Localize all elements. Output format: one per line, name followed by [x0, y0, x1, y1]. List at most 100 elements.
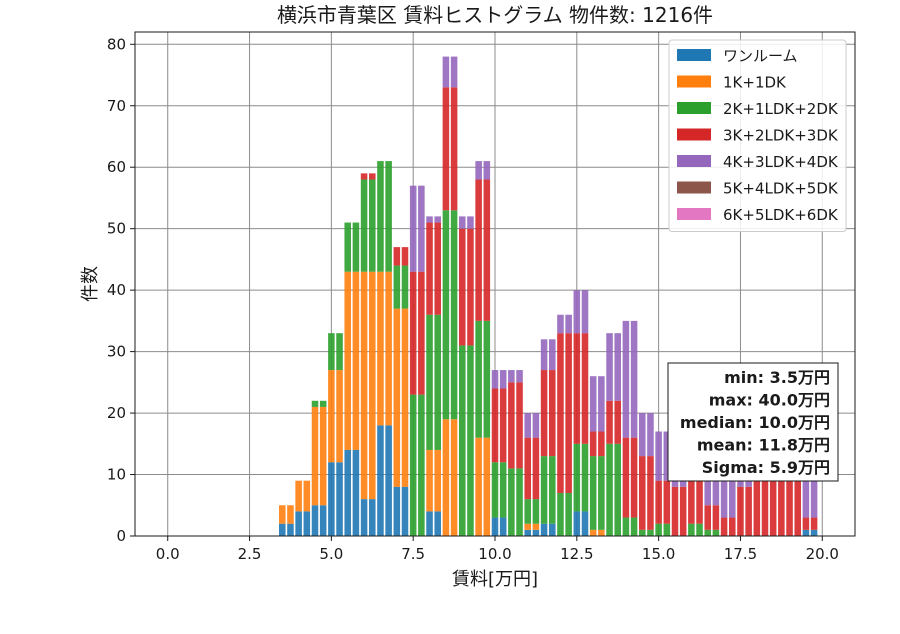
bar-segment [377, 161, 384, 272]
bar-segment [418, 185, 425, 272]
y-tick-label: 50 [107, 220, 126, 238]
bar-segment [540, 523, 548, 536]
bar-segment [712, 505, 720, 530]
bar-segment [508, 382, 515, 469]
bar-segment [360, 179, 368, 272]
bars [279, 56, 818, 536]
bar-segment [524, 523, 531, 530]
bar-segment [745, 486, 752, 536]
bar-segment [434, 222, 441, 315]
legend-label: ワンルーム [723, 47, 798, 65]
bar-segment [409, 271, 417, 395]
bar-segment [409, 394, 417, 536]
bar-segment [369, 179, 376, 272]
bar-segment [483, 161, 491, 180]
bar-segment [753, 468, 761, 536]
bar-segment [328, 462, 335, 536]
bar-segment [401, 265, 409, 309]
bar-segment [499, 370, 507, 389]
legend-swatch [677, 208, 711, 220]
bar-segment [369, 271, 376, 500]
bar-segment [589, 376, 597, 432]
bar-segment [319, 505, 327, 536]
bar-segment [475, 437, 482, 536]
bar-segment [516, 370, 523, 383]
bar-segment [344, 449, 351, 536]
bar-segment [434, 216, 441, 223]
bar-segment [344, 222, 351, 272]
x-axis-title: 賃料[万円] [452, 569, 538, 590]
bar-segment [696, 523, 703, 536]
bar-segment [524, 413, 531, 438]
bar-segment [393, 247, 401, 266]
bar-segment [557, 333, 564, 493]
bar-segment [737, 486, 744, 536]
bar-segment [303, 480, 311, 512]
bar-segment [426, 314, 433, 450]
bar-segment [401, 486, 409, 536]
bar-segment [729, 517, 736, 536]
bar-segment [319, 406, 327, 506]
bar-segment [810, 480, 818, 518]
bar-segment [483, 179, 491, 321]
bar-segment [778, 449, 785, 536]
x-tick-label: 10.0 [478, 545, 511, 563]
bar-segment [352, 449, 360, 536]
bar-segment [573, 290, 581, 334]
bar-segment [295, 480, 302, 512]
bar-segment [491, 370, 499, 389]
bar-segment [655, 523, 662, 536]
bar-segment [499, 462, 507, 518]
bar-segment [802, 517, 810, 530]
y-tick-label: 0 [116, 527, 126, 545]
bar-segment [614, 443, 621, 536]
bar-segment [581, 511, 589, 536]
bar-segment [508, 468, 515, 536]
bar-segment [549, 370, 556, 457]
bar-segment [688, 462, 695, 524]
bar-segment [369, 499, 376, 536]
legend-swatch [677, 49, 711, 61]
y-tick-label: 60 [107, 158, 126, 176]
bar-segment [606, 443, 613, 536]
x-tick-label: 0.0 [156, 545, 180, 563]
bar-segment [598, 431, 605, 457]
bar-segment [360, 173, 368, 180]
y-axis-ticks: 0 10 20 30 40 50 60 70 80 [107, 35, 135, 545]
bar-segment [581, 290, 589, 334]
bar-segment [377, 425, 384, 536]
x-tick-label: 20.0 [806, 545, 839, 563]
x-tick-label: 15.0 [642, 545, 675, 563]
bar-segment [475, 179, 482, 321]
bar-segment [557, 492, 564, 536]
bar-segment [385, 271, 392, 426]
bar-segment [336, 370, 343, 463]
bar-segment [442, 56, 450, 88]
bar-segment [499, 517, 507, 536]
bar-segment [287, 505, 294, 524]
bar-segment [540, 339, 548, 371]
bar-segment [303, 511, 311, 536]
bar-segment [393, 486, 401, 536]
bar-segment [761, 468, 769, 536]
bar-segment [516, 382, 523, 469]
bar-segment [598, 529, 605, 536]
bar-segment [598, 376, 605, 432]
bar-segment [630, 437, 638, 518]
bar-segment [467, 228, 474, 346]
bar-segment [729, 474, 736, 518]
bar-segment [704, 529, 711, 536]
bar-segment [712, 529, 720, 536]
bar-segment [581, 333, 589, 444]
x-tick-label: 17.5 [724, 545, 757, 563]
stats-line: mean: 11.8万円 [697, 436, 830, 455]
bar-segment [532, 499, 540, 524]
bar-segment [450, 419, 458, 536]
bar-segment [311, 505, 319, 536]
bar-segment [434, 314, 441, 450]
bar-segment [467, 216, 474, 229]
bar-segment [598, 456, 605, 530]
bar-segment [360, 499, 368, 536]
bar-segment [720, 517, 728, 536]
